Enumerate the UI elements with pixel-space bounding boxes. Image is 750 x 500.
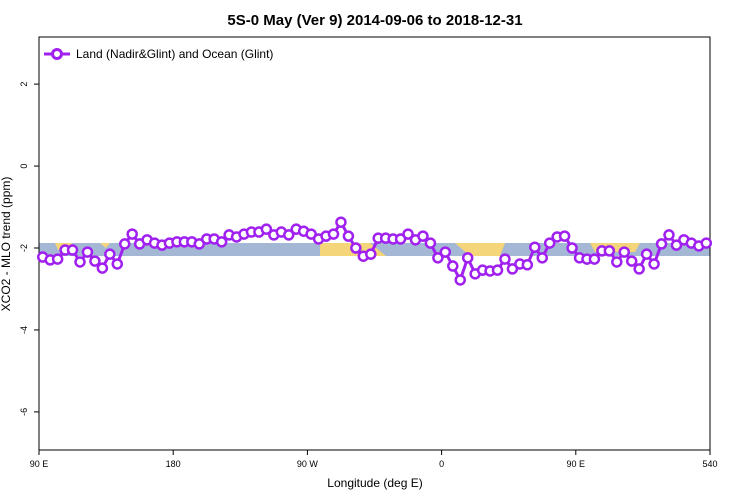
point	[625, 255, 638, 267]
point	[126, 228, 138, 240]
point	[499, 253, 511, 265]
point	[402, 228, 414, 240]
point	[365, 248, 377, 260]
x-tick-label: 0	[439, 459, 444, 469]
point	[670, 239, 683, 251]
point	[640, 248, 653, 260]
point	[89, 255, 101, 267]
land-patch	[100, 243, 110, 248]
point	[663, 229, 675, 241]
legend: Land (Nadir&Glint) and Ocean (Glint)	[44, 47, 273, 61]
point	[424, 237, 437, 249]
point	[81, 246, 94, 258]
chart-title: 5S-0 May (Ver 9) 2014-09-06 to 2018-12-3…	[227, 12, 522, 29]
point	[611, 256, 623, 268]
point	[215, 236, 228, 248]
point	[432, 252, 444, 264]
y-axis-label: XCO2 - MLO trend (ppm)	[0, 177, 13, 312]
point	[111, 258, 124, 270]
x-tick-label: 180	[166, 459, 181, 469]
x-tick-label: 90 E	[567, 459, 586, 469]
point	[588, 253, 601, 265]
point	[66, 244, 79, 256]
point	[655, 238, 668, 250]
point	[536, 252, 548, 264]
point	[454, 274, 466, 286]
point	[603, 245, 616, 257]
point	[417, 230, 429, 242]
point	[521, 259, 534, 271]
y-tick-label: 2	[19, 82, 29, 87]
point	[529, 241, 541, 253]
point	[439, 246, 452, 258]
x-tick-label: 90 W	[297, 459, 319, 469]
point	[700, 237, 713, 249]
point	[461, 252, 474, 264]
point	[335, 216, 347, 228]
y-tick-label: -4	[19, 326, 29, 334]
point	[104, 248, 116, 260]
point	[566, 242, 578, 254]
point	[260, 223, 273, 235]
legend-label: Land (Nadir&Glint) and Ocean (Glint)	[76, 47, 273, 61]
legend-marker	[51, 48, 63, 60]
x-tick-label: 90 E	[30, 459, 49, 469]
point	[447, 260, 459, 272]
point	[327, 228, 340, 240]
point	[543, 237, 556, 249]
point	[118, 238, 131, 250]
point	[558, 230, 571, 242]
point	[342, 230, 355, 242]
point	[74, 256, 86, 268]
point	[648, 258, 660, 270]
point	[283, 229, 295, 241]
y-tick-label: -6	[19, 408, 29, 416]
x-tick-label: 540	[702, 459, 717, 469]
point	[96, 262, 109, 274]
x-axis-label: Longitude (deg E)	[327, 476, 422, 490]
point	[618, 246, 631, 258]
y-tick-label: -2	[19, 244, 29, 252]
point	[491, 264, 504, 276]
point	[633, 263, 645, 275]
point	[51, 253, 64, 265]
y-tick-label: 0	[19, 164, 29, 169]
point	[350, 242, 362, 254]
